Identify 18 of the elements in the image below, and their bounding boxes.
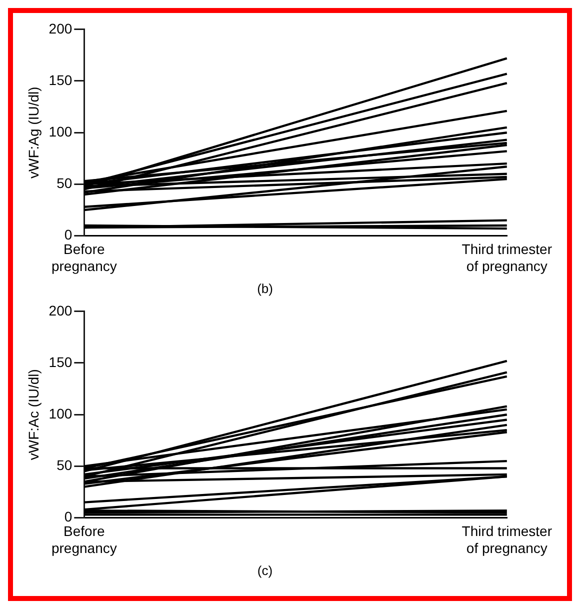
y-tick-label: 200 [48,20,72,36]
y-axis-title: vWF:Ag (IU/dl) [25,86,42,178]
text: (c) [257,562,273,578]
y-tick-label: 200 [48,302,72,318]
y-axis-title: vWF:Ac (IU/dl) [25,369,42,460]
y-tick-label: 100 [48,405,72,422]
x-tick-label: Third trimester of pregnancy [462,523,552,556]
x-tick-label: Before pregnancy [51,523,117,556]
x-tick-label: Third trimester of pregnancy [462,241,552,274]
x-tick-label: Before pregnancy [51,241,117,274]
y-tick-label: 0 [64,226,72,243]
y-tick-label: 50 [56,457,72,474]
y-tick-label: 100 [48,123,72,140]
y-tick-label: 50 [56,175,72,192]
y-tick-label: 0 [64,508,72,525]
y-tick-label: 150 [48,72,72,88]
text: (b) [257,280,273,296]
y-tick-label: 150 [48,354,72,370]
